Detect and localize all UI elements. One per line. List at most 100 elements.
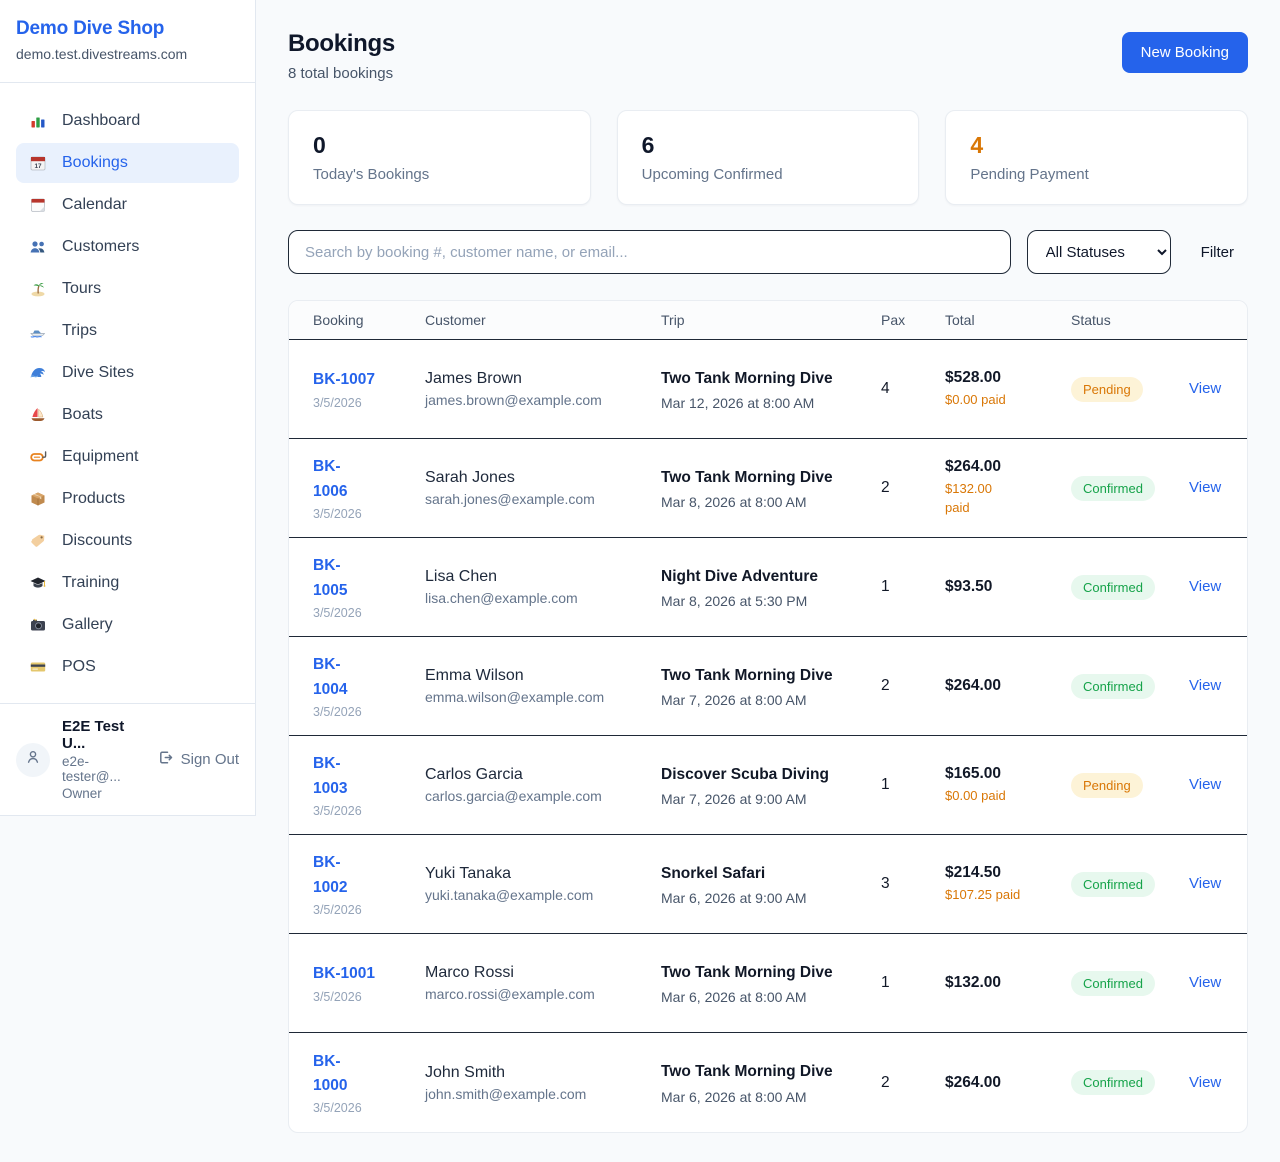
trip-cell: Snorkel Safari Mar 6, 2026 at 9:00 AM bbox=[661, 862, 881, 906]
wave-icon bbox=[28, 363, 48, 383]
booking-cell: BK-1007 3/5/2026 bbox=[289, 368, 425, 409]
pax-value: 2 bbox=[881, 479, 890, 496]
customer-email: sarah.jones@example.com bbox=[425, 491, 595, 507]
trip-title: Two Tank Morning Dive bbox=[661, 666, 833, 684]
total-cell: $264.00 $132.00 paid bbox=[945, 458, 1071, 518]
sidebar-item-tours[interactable]: Tours bbox=[16, 269, 239, 309]
new-booking-button[interactable]: New Booking bbox=[1121, 32, 1248, 73]
trip-title: Snorkel Safari bbox=[661, 864, 766, 882]
view-link[interactable]: View bbox=[1189, 479, 1222, 496]
booking-id-link[interactable]: BK-1006 bbox=[313, 458, 348, 500]
customer-name: Sarah Jones bbox=[425, 469, 515, 486]
sidebar-item-dashboard[interactable]: Dashboard bbox=[16, 101, 239, 141]
total-cell: $214.50 $107.25 paid bbox=[945, 864, 1071, 905]
brand-name: Demo Dive Shop bbox=[16, 18, 165, 39]
sign-out-label: Sign Out bbox=[180, 751, 239, 768]
sidebar-item-calendar[interactable]: Calendar bbox=[16, 185, 239, 225]
customer-cell: Marco Rossi marco.rossi@example.com bbox=[425, 964, 661, 1002]
actions-cell: View bbox=[1189, 1073, 1247, 1092]
sidebar-item-equipment[interactable]: Equipment bbox=[16, 437, 239, 477]
booking-id-link[interactable]: BK-1000 bbox=[313, 1052, 348, 1094]
trip-cell: Discover Scuba Diving Mar 7, 2026 at 9:0… bbox=[661, 763, 881, 807]
booking-id-link[interactable]: BK-1002 bbox=[313, 854, 348, 896]
sidebar-item-training[interactable]: Training bbox=[16, 563, 239, 603]
sidebar-item-gallery[interactable]: Gallery bbox=[16, 605, 239, 645]
customer-email: carlos.garcia@example.com bbox=[425, 788, 602, 804]
view-link[interactable]: View bbox=[1189, 677, 1222, 694]
sidebar-item-label: Gallery bbox=[62, 616, 113, 633]
speedboat-icon bbox=[28, 321, 48, 341]
sidebar-item-boats[interactable]: Boats bbox=[16, 395, 239, 435]
view-link[interactable]: View bbox=[1189, 776, 1222, 793]
sidebar-item-customers[interactable]: Customers bbox=[16, 227, 239, 267]
table-row: BK-1001 3/5/2026 Marco Rossi marco.rossi… bbox=[289, 934, 1247, 1033]
customer-cell: John Smith john.smith@example.com bbox=[425, 1064, 661, 1102]
column-header-total: Total bbox=[945, 312, 975, 328]
view-link[interactable]: View bbox=[1189, 380, 1222, 397]
credit-card-icon bbox=[28, 657, 48, 677]
status-cell: Confirmed bbox=[1071, 871, 1189, 897]
sidebar-item-label: POS bbox=[62, 658, 96, 675]
trip-datetime: Mar 8, 2026 at 5:30 PM bbox=[661, 593, 808, 609]
customer-cell: Emma Wilson emma.wilson@example.com bbox=[425, 667, 661, 705]
view-link[interactable]: View bbox=[1189, 578, 1222, 595]
stat-card: 6 Upcoming Confirmed bbox=[616, 110, 920, 205]
sidebar-item-label: Customers bbox=[62, 238, 140, 255]
total-cell: $264.00 bbox=[945, 677, 1071, 695]
total-cell: $528.00 $0.00 paid bbox=[945, 369, 1071, 410]
actions-cell: View bbox=[1189, 380, 1247, 398]
trip-cell: Night Dive Adventure Mar 8, 2026 at 5:30… bbox=[661, 565, 881, 609]
sidebar-item-products[interactable]: Products bbox=[16, 479, 239, 519]
sidebar-item-bookings[interactable]: 17 Bookings bbox=[16, 143, 239, 183]
trip-cell: Two Tank Morning Dive Mar 6, 2026 at 8:0… bbox=[661, 961, 881, 1005]
column-header-actions bbox=[1189, 301, 1247, 339]
page-header-text: Bookings 8 total bookings bbox=[288, 30, 395, 82]
status-cell: Pending bbox=[1071, 376, 1189, 402]
sidebar-item-label: Dive Sites bbox=[62, 364, 135, 381]
total-cell: $132.00 bbox=[945, 974, 1071, 992]
booking-cell: BK-1000 3/5/2026 bbox=[289, 1050, 425, 1115]
booking-id-link[interactable]: BK-1007 bbox=[313, 371, 376, 389]
column-header-trip: Trip bbox=[661, 312, 685, 328]
sign-out-button[interactable]: Sign Out bbox=[157, 749, 239, 770]
stat-value: 0 bbox=[313, 132, 326, 158]
trip-cell: Two Tank Morning Dive Mar 7, 2026 at 8:0… bbox=[661, 664, 881, 708]
view-link[interactable]: View bbox=[1189, 1073, 1222, 1091]
sidebar-item-label: Equipment bbox=[62, 448, 139, 465]
booking-id-link[interactable]: BK-1004 bbox=[313, 656, 348, 698]
sidebar: Demo Dive Shop demo.test.divestreams.com… bbox=[0, 0, 256, 816]
table-row: BK-1004 3/5/2026 Emma Wilson emma.wilson… bbox=[289, 637, 1247, 736]
total-amount: $93.50 bbox=[945, 578, 993, 595]
booking-date: 3/5/2026 bbox=[313, 803, 362, 818]
sidebar-item-discounts[interactable]: Discounts bbox=[16, 521, 239, 561]
pax-value: 4 bbox=[881, 380, 890, 397]
filter-button[interactable]: Filter bbox=[1187, 244, 1248, 261]
bookings-table: Booking Customer Trip Pax Total Status B… bbox=[288, 300, 1248, 1133]
total-cell: $264.00 bbox=[945, 1074, 1071, 1092]
booking-date: 3/5/2026 bbox=[313, 506, 362, 521]
svg-text:17: 17 bbox=[34, 163, 42, 170]
sidebar-item-trips[interactable]: Trips bbox=[16, 311, 239, 351]
search-input[interactable] bbox=[288, 230, 1011, 274]
booking-id-link[interactable]: BK-1001 bbox=[313, 965, 376, 983]
customer-email: john.smith@example.com bbox=[425, 1085, 587, 1102]
status-select[interactable]: All Statuses bbox=[1026, 230, 1171, 274]
view-link[interactable]: View bbox=[1189, 875, 1222, 892]
page-title: Bookings bbox=[288, 30, 395, 57]
sidebar-item-label: Dashboard bbox=[62, 112, 141, 129]
column-header-customer: Customer bbox=[425, 312, 486, 328]
view-link[interactable]: View bbox=[1189, 974, 1222, 991]
status-badge: Pending bbox=[1071, 772, 1143, 798]
calendar-date-icon: 17 bbox=[28, 153, 48, 173]
sidebar-item-dive-sites[interactable]: Dive Sites bbox=[16, 353, 239, 393]
package-icon bbox=[28, 489, 48, 509]
customer-name: John Smith bbox=[425, 1063, 506, 1081]
booking-date: 3/5/2026 bbox=[313, 902, 362, 917]
booking-id-link[interactable]: BK-1003 bbox=[313, 755, 348, 797]
booking-id-link[interactable]: BK-1005 bbox=[313, 557, 348, 599]
table-header-row: Booking Customer Trip Pax Total Status bbox=[289, 301, 1247, 340]
sidebar-item-pos[interactable]: POS bbox=[16, 647, 239, 687]
booking-date: 3/5/2026 bbox=[313, 605, 362, 620]
stat-card: 4 Pending Payment bbox=[945, 110, 1248, 205]
trip-datetime: Mar 6, 2026 at 9:00 AM bbox=[661, 890, 807, 906]
